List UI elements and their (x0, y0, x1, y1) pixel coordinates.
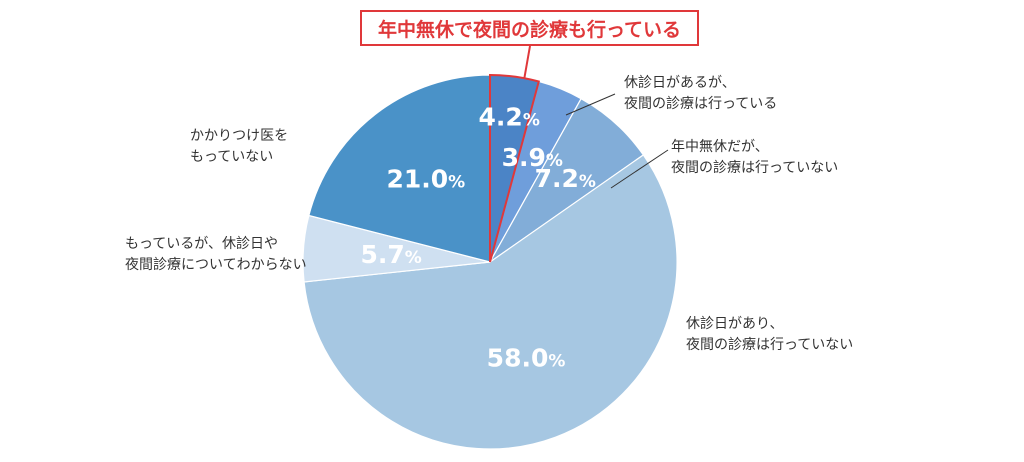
leader-lines (565, 93, 669, 189)
leader-line-open-no-night (610, 149, 669, 189)
highlight-callout: 年中無休で夜間の診療も行っている (360, 10, 699, 46)
category-label-open-no-night: 年中無休だが、 夜間の診療は行っていない (671, 139, 839, 176)
highlight-slice-outline (489, 73, 541, 263)
highlight-outline (489, 45, 541, 263)
value-label-open-no-night: 7.2% (535, 164, 596, 193)
category-label-no-family-doctor: かかりつけ医を もっていない (190, 128, 289, 165)
pie-slices (302, 74, 678, 450)
pie-slice-holiday-no-night (303, 154, 678, 450)
value-label-unknown: 5.7% (360, 240, 421, 269)
category-label-unknown: もっているが、休診日や 夜間診療についてわからない (125, 236, 307, 273)
value-label-no-family-doctor: 21.0% (386, 164, 465, 193)
pie-slice-no-family-doctor (308, 74, 491, 263)
value-label-holiday-night: 3.9% (502, 143, 563, 172)
value-label-open-night: 4.2% (479, 102, 540, 131)
value-labels: 4.2% 3.9%7.2% 58.0% 5.7% 21.0% (360, 102, 595, 372)
category-label-holiday-no-night: 休診日があり、 夜間の診療は行っていない (686, 316, 854, 353)
callout-connector (523, 45, 531, 79)
leader-line-holiday-night (565, 93, 616, 116)
category-label-holiday-night: 休診日があるが、 夜間の診療は行っている (624, 75, 778, 112)
value-label-holiday-no-night: 58.0% (487, 343, 566, 372)
